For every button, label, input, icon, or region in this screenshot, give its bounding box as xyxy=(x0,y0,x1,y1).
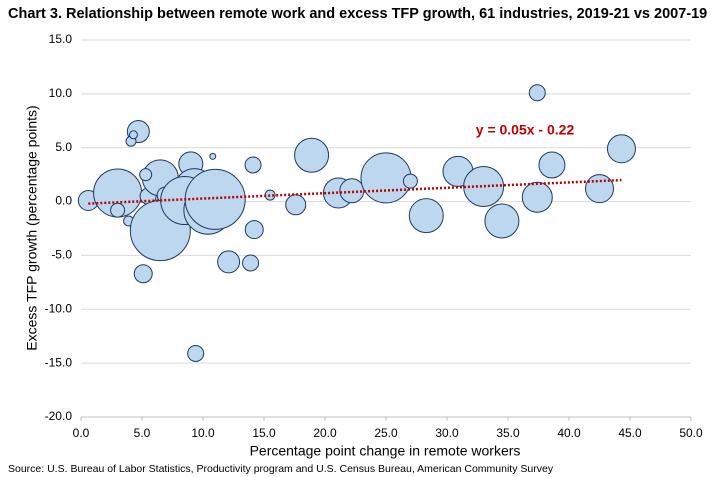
source-note: Source: U.S. Bureau of Labor Statistics,… xyxy=(8,463,554,475)
bubble xyxy=(133,264,153,284)
bubble xyxy=(585,174,614,204)
bubble xyxy=(209,152,217,160)
x-tick-label: 20.0 xyxy=(313,426,337,440)
x-tick-label: 35.0 xyxy=(496,426,520,440)
x-tick-label: 10.0 xyxy=(191,426,215,440)
bubble xyxy=(217,250,241,274)
bubble xyxy=(242,254,260,272)
y-axis-title: Excess TFP growth (percentage points) xyxy=(24,105,40,350)
bubble xyxy=(244,220,264,240)
bubble xyxy=(110,202,126,218)
bubble xyxy=(402,173,418,189)
bubble xyxy=(463,165,505,207)
x-tick-label: 15.0 xyxy=(252,426,276,440)
bubble xyxy=(360,152,412,204)
bubble xyxy=(606,134,636,164)
y-tick-label: -10.0 xyxy=(45,301,73,315)
bubble xyxy=(244,156,262,174)
y-tick-label: -5.0 xyxy=(51,248,72,262)
bubble xyxy=(521,181,553,213)
y-tick-label: -15.0 xyxy=(45,355,73,369)
x-tick-label: 50.0 xyxy=(679,426,703,440)
bubble xyxy=(139,168,153,182)
y-tick-label: 15.0 xyxy=(49,32,73,46)
bubble xyxy=(187,344,205,362)
y-tick-label: 10.0 xyxy=(49,86,73,100)
x-tick-label: 30.0 xyxy=(435,426,459,440)
bubble xyxy=(285,194,307,216)
x-axis-title: Percentage point change in remote worker… xyxy=(250,443,521,459)
y-tick-label: -20.0 xyxy=(45,409,73,423)
bubble xyxy=(528,84,546,102)
trendline xyxy=(88,178,622,205)
y-tick-label: 5.0 xyxy=(55,140,72,154)
chart-title: Chart 3. Relationship between remote wor… xyxy=(8,6,707,22)
x-tick-label: 45.0 xyxy=(618,426,642,440)
bubble xyxy=(538,151,566,179)
y-tick-label: 0.0 xyxy=(55,194,72,208)
x-tick-label: 0.0 xyxy=(73,426,90,440)
bubble xyxy=(128,130,138,140)
x-tick-label: 40.0 xyxy=(557,426,581,440)
bubbles xyxy=(77,84,636,362)
trendline-equation: y = 0.05x - 0.22 xyxy=(476,122,575,138)
bubble xyxy=(294,137,330,173)
bubble xyxy=(339,178,365,204)
x-tick-label: 5.0 xyxy=(134,426,151,440)
x-tick-label: 25.0 xyxy=(374,426,398,440)
bubble xyxy=(408,198,444,234)
bubble xyxy=(484,203,520,239)
